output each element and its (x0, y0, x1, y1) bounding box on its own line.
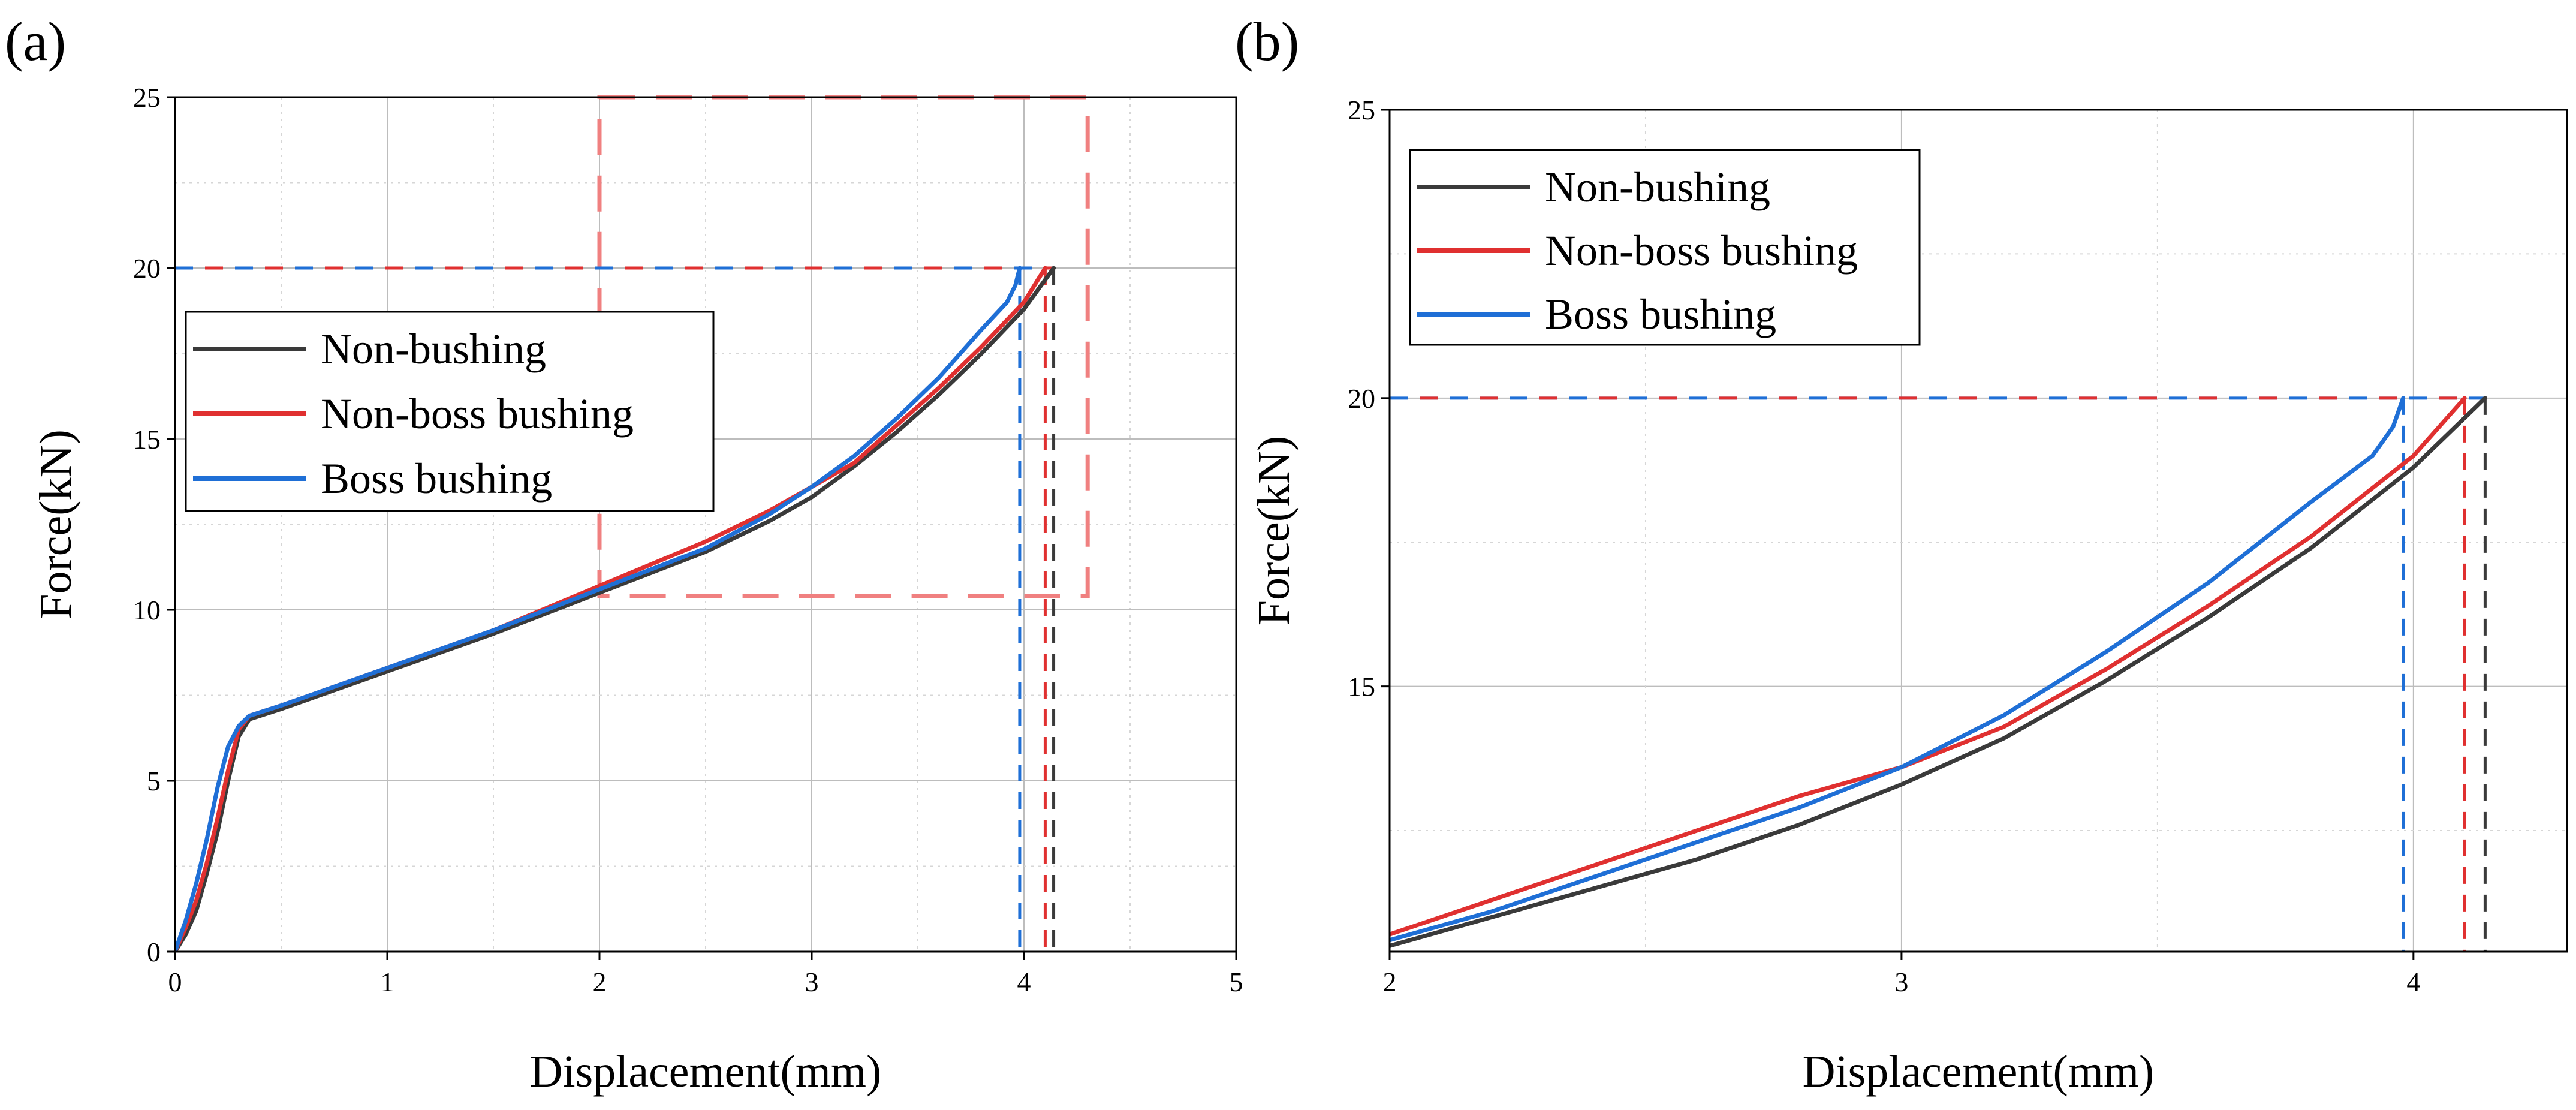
x-tick-label: 3 (1894, 967, 1908, 997)
y-tick-label: 15 (1348, 672, 1375, 702)
x-tick-label: 2 (593, 967, 607, 997)
series-line-0 (1390, 396, 2487, 948)
y-tick-label: 10 (133, 595, 161, 625)
legend-label-0: Non-bushing (1545, 163, 1770, 211)
x-tick-label: 0 (168, 967, 182, 997)
series-line-2 (175, 266, 1022, 952)
y-tick-label: 0 (147, 937, 161, 967)
series-line-0 (175, 266, 1056, 952)
panel-a: 0 1 2 3 4 5 0 5 10 15 20 25 Displacement(mm) Force(kN… (5, 11, 1243, 1097)
x-tick-label: 4 (1017, 967, 1031, 997)
x-tick-label: 1 (381, 967, 394, 997)
y-axis-title: Force(kN) (1249, 436, 1299, 626)
legend-label-2: Boss bushing (1545, 290, 1776, 338)
y-tick-label: 5 (147, 766, 161, 796)
panel-label: (a) (5, 11, 66, 72)
x-tick-label: 4 (2406, 967, 2420, 997)
series-group (175, 266, 1056, 952)
y-tick-label: 20 (1348, 383, 1375, 414)
x-tick-label: 5 (1230, 967, 1243, 997)
plot-frame (174, 96, 1237, 953)
plot-frame (1388, 109, 2568, 953)
series-line-2 (1390, 396, 2406, 943)
legend-label-0: Non-bushing (321, 325, 546, 373)
panel-b: 2 3 4 15 20 25 Displacement(mm) Force(kN) (b) Non… (1235, 11, 2568, 1097)
legend-label-2: Boss bushing (321, 455, 552, 503)
y-tick-label: 25 (1348, 95, 1375, 125)
legend-label-1: Non-boss bushing (1545, 227, 1858, 275)
x-tick-label: 2 (1383, 967, 1397, 997)
series-line-1 (1390, 396, 2467, 937)
y-axis-title: Force(kN) (31, 429, 81, 619)
y-tick-label: 15 (133, 424, 161, 455)
x-tick-label: 3 (805, 967, 819, 997)
legend-label-1: Non-boss bushing (321, 390, 634, 438)
x-axis-title: Displacement(mm) (530, 1046, 882, 1097)
panel-label: (b) (1235, 11, 1299, 72)
y-tick-label: 20 (133, 253, 161, 284)
x-axis-title: Displacement(mm) (1803, 1046, 2155, 1097)
y-tick-label: 25 (133, 82, 161, 113)
series-group (1390, 396, 2487, 948)
